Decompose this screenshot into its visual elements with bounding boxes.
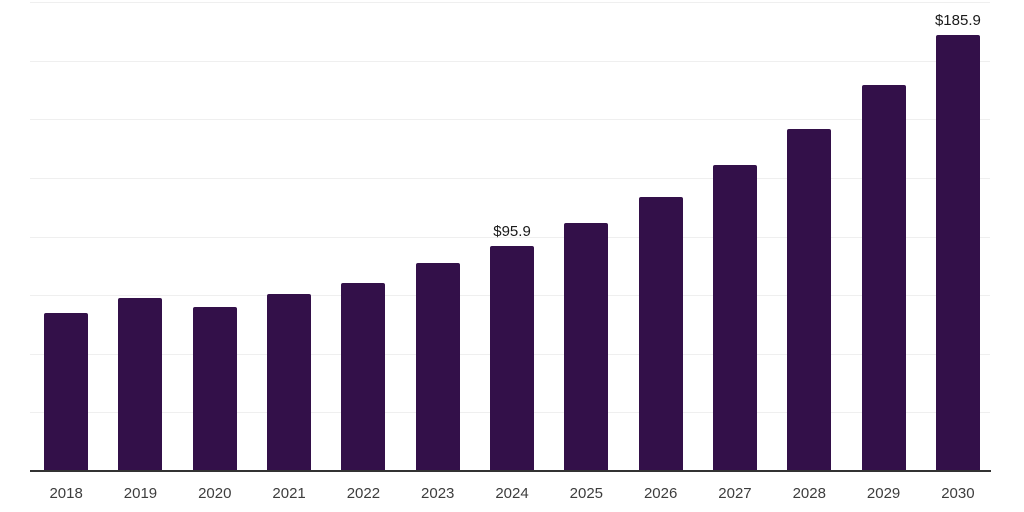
- x-tick-2018: 2018: [49, 484, 83, 502]
- bar-2024: [490, 246, 535, 471]
- gridline-200: [30, 2, 990, 3]
- bar-2019: [118, 298, 163, 471]
- bar-cell-2020: [178, 2, 252, 471]
- bar-2030: [935, 35, 980, 471]
- x-tick-2019: 2019: [123, 484, 158, 502]
- gridline-100: [30, 236, 990, 238]
- bar-2029: [861, 85, 906, 471]
- x-tick-2024: 2024: [495, 484, 529, 502]
- bar-cell-2027: [698, 2, 772, 471]
- bar-cell-2028: [772, 2, 846, 471]
- bar-2025: [564, 223, 609, 471]
- x-tick-2023: 2023: [421, 484, 455, 502]
- x-tick-2022: 2022: [346, 484, 381, 502]
- value-label-2024: $95.9: [493, 223, 531, 241]
- x-tick-2027: 2027: [718, 484, 752, 502]
- bar-cell-2024: $95.9: [475, 2, 549, 471]
- x-axis-line: [30, 470, 991, 472]
- bar-2022: [341, 282, 386, 471]
- bar-2027: [712, 165, 757, 471]
- x-tick-2029: 2029: [866, 484, 901, 502]
- value-label-2030: $185.9: [934, 12, 981, 30]
- bars-container: $95.9 $185.9: [29, 2, 995, 471]
- bar-cell-2023: [401, 2, 475, 471]
- x-axis-tick-row: 2018 2019 2020 2021 2022 2023 2024 2025 2026 2027…: [29, 481, 995, 505]
- bar-2018: [44, 312, 89, 471]
- bar-2021: [267, 294, 312, 471]
- bar-cell-2026: [624, 2, 698, 471]
- bar-cell-2029: [846, 2, 920, 471]
- x-tick-2030: 2030: [941, 484, 975, 502]
- x-tick-2028: 2028: [792, 484, 826, 502]
- bar-cell-2025: [549, 2, 623, 471]
- bar-cell-2021: [252, 2, 326, 471]
- bar-2020: [192, 306, 237, 471]
- bar-2028: [787, 128, 832, 471]
- bar-cell-2018: [29, 2, 103, 471]
- bar-cell-2019: [103, 2, 177, 471]
- x-tick-2026: 2026: [643, 484, 678, 502]
- gridline-125: [30, 177, 990, 179]
- x-tick-2021: 2021: [272, 484, 306, 502]
- x-tick-2025: 2025: [569, 484, 604, 502]
- gridline-175: [30, 60, 990, 62]
- gridline-150: [30, 119, 990, 121]
- bar-cell-2022: [326, 2, 400, 471]
- bar-2026: [638, 196, 683, 471]
- bar-cell-2030: $185.9: [921, 2, 995, 471]
- x-tick-2020: 2020: [198, 484, 232, 502]
- bar-2023: [415, 263, 460, 471]
